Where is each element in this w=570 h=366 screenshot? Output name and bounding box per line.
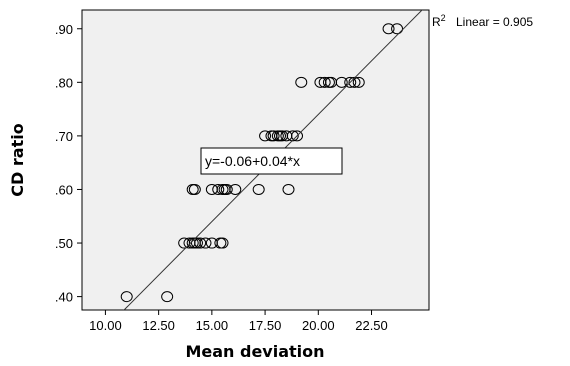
equation-label: y=-0.06+0.04*x	[200, 147, 343, 175]
data-point	[220, 183, 233, 195]
data-point	[291, 130, 304, 142]
x-tick-label: 22.50	[355, 318, 388, 333]
data-point	[391, 23, 404, 35]
x-axis: 10.00 12.50 15.00 17.50 20.00 22.50	[89, 310, 388, 333]
y-tick-label: .90	[55, 22, 73, 37]
x-tick-label: 10.00	[89, 318, 122, 333]
r2-label-text: Linear = 0.905	[456, 15, 533, 29]
data-point	[120, 291, 133, 303]
y-axis-title: CD ratio	[8, 123, 27, 196]
data-point	[318, 76, 331, 88]
data-point	[188, 183, 201, 195]
points-layer	[120, 23, 404, 303]
fit-line	[123, 10, 423, 310]
data-point	[348, 76, 361, 88]
data-point	[295, 76, 308, 88]
data-point	[382, 23, 395, 35]
y-axis: .40 .50 .60 .70 .80 .90	[55, 22, 82, 305]
data-point	[194, 237, 207, 249]
data-point	[199, 237, 212, 249]
y-tick-label: .40	[55, 290, 73, 305]
x-tick-label: 12.50	[142, 318, 175, 333]
r2-label-prefix: R2	[432, 13, 446, 29]
y-tick-label: .50	[55, 236, 73, 251]
data-point	[259, 130, 272, 142]
y-tick-label: .70	[55, 129, 73, 144]
x-tick-label: 15.00	[196, 318, 229, 333]
fit-line-layer	[123, 10, 423, 310]
data-point	[190, 237, 203, 249]
equation-label-box	[200, 147, 343, 175]
data-point	[229, 183, 242, 195]
data-point	[344, 76, 357, 88]
data-point	[212, 183, 225, 195]
data-point	[286, 130, 299, 142]
y-tick-label: .80	[55, 75, 73, 90]
data-point	[282, 183, 295, 195]
data-point	[216, 237, 229, 249]
data-point	[161, 291, 174, 303]
x-tick-label: 17.50	[249, 318, 282, 333]
x-axis-title: Mean deviation	[185, 342, 324, 361]
data-point	[335, 76, 348, 88]
equation-label-text: y=-0.06+0.04*x	[205, 153, 300, 169]
y-tick-label: .60	[55, 182, 73, 197]
data-point	[267, 130, 280, 142]
x-tick-label: 20.00	[302, 318, 335, 333]
data-point	[252, 183, 265, 195]
r2-label: R2 Linear = 0.905	[432, 13, 533, 29]
data-point	[352, 76, 365, 88]
